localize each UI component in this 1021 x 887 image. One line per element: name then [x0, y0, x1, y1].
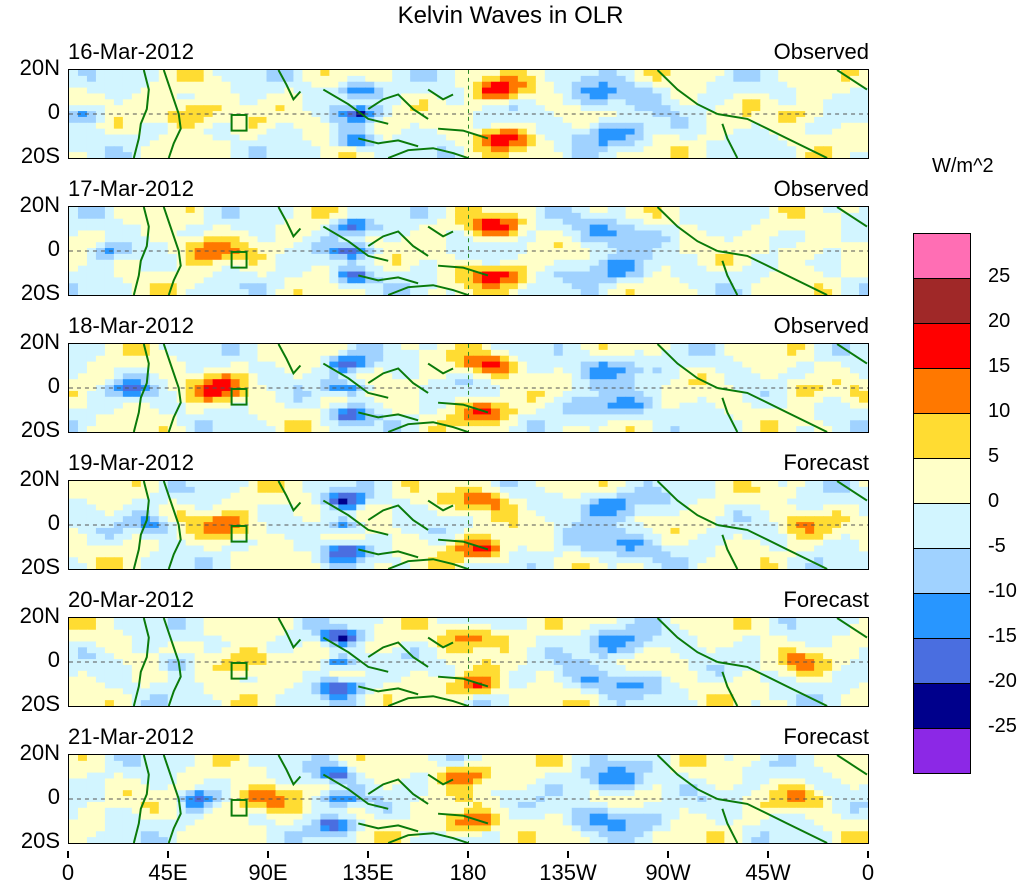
- latitude-label: 20N: [19, 466, 60, 491]
- latitude-label: 20S: [20, 691, 60, 716]
- latitude-label: 20N: [19, 740, 60, 765]
- colorbar: [913, 233, 971, 774]
- longitude-label: 135E: [342, 860, 394, 885]
- colorbar-swatch: [913, 503, 971, 549]
- panel-date: 19-Mar-2012: [68, 450, 194, 475]
- longitude-tick: [567, 851, 569, 858]
- colorbar-swatch: [913, 233, 971, 279]
- longitude-label: 135W: [539, 860, 597, 885]
- olr-map-panel: [68, 754, 869, 844]
- latitude-label: 20N: [19, 55, 60, 80]
- longitude-tick: [367, 851, 369, 858]
- longitude-tick: [767, 851, 769, 858]
- latitude-label: 0: [47, 373, 60, 398]
- colorbar-label: -20: [988, 670, 1017, 692]
- colorbar-swatch: [913, 548, 971, 594]
- longitude-tick: [867, 851, 869, 858]
- colorbar-swatch: [913, 368, 971, 414]
- latitude-label: 20S: [20, 417, 60, 442]
- latitude-label: 0: [47, 647, 60, 672]
- longitude-tick: [467, 851, 469, 858]
- panel-status: Forecast: [783, 724, 869, 749]
- colorbar-swatch: [913, 638, 971, 684]
- latitude-label: 20N: [19, 603, 60, 628]
- colorbar-units: W/m^2: [932, 155, 994, 177]
- colorbar-swatch: [913, 323, 971, 369]
- longitude-tick: [267, 851, 269, 858]
- panel-status: Forecast: [783, 587, 869, 612]
- longitude-label: 90W: [645, 860, 691, 885]
- colorbar-label: 25: [988, 265, 1011, 287]
- latitude-label: 0: [47, 784, 60, 809]
- panel-date: 17-Mar-2012: [68, 176, 194, 201]
- chart-title: Kelvin Waves in OLR: [397, 2, 624, 29]
- longitude-tick: [67, 851, 69, 858]
- colorbar-label: -15: [988, 625, 1017, 647]
- longitude-label: 90E: [248, 860, 288, 885]
- colorbar-swatch: [913, 683, 971, 729]
- colorbar-swatch: [913, 593, 971, 639]
- panel-date: 21-Mar-2012: [68, 724, 194, 749]
- longitude-tick: [667, 851, 669, 858]
- olr-map-panel: [68, 617, 869, 707]
- panel-date: 18-Mar-2012: [68, 313, 194, 338]
- longitude-label: 0: [61, 860, 75, 885]
- panel-status: Observed: [773, 176, 869, 201]
- longitude-tick: [167, 851, 169, 858]
- colorbar-swatch: [913, 728, 971, 774]
- latitude-label: 0: [47, 510, 60, 535]
- olr-map-panel: [68, 343, 869, 433]
- colorbar-label: 20: [988, 310, 1011, 332]
- longitude-label: 45W: [745, 860, 791, 885]
- colorbar-label: 5: [988, 445, 1000, 467]
- panel-status: Forecast: [783, 450, 869, 475]
- colorbar-label: 0: [988, 490, 1000, 512]
- latitude-label: 0: [47, 236, 60, 261]
- olr-map-panel: [68, 206, 869, 296]
- colorbar-swatch: [913, 278, 971, 324]
- latitude-label: 20S: [20, 280, 60, 305]
- latitude-label: 20S: [20, 143, 60, 168]
- colorbar-swatch: [913, 413, 971, 459]
- longitude-label: 180: [449, 860, 487, 885]
- colorbar-label: -25: [988, 715, 1017, 737]
- latitude-label: 0: [47, 99, 60, 124]
- colorbar-label: 10: [988, 400, 1011, 422]
- colorbar-label: 15: [988, 355, 1011, 377]
- latitude-label: 20S: [20, 554, 60, 579]
- latitude-label: 20N: [19, 329, 60, 354]
- colorbar-label: -5: [988, 535, 1006, 557]
- panel-date: 20-Mar-2012: [68, 587, 194, 612]
- panel-status: Observed: [773, 313, 869, 338]
- latitude-label: 20S: [20, 828, 60, 853]
- olr-map-panel: [68, 480, 869, 570]
- panel-date: 16-Mar-2012: [68, 39, 194, 64]
- colorbar-swatch: [913, 458, 971, 504]
- olr-map-panel: [68, 69, 869, 159]
- longitude-label: 0: [861, 860, 875, 885]
- colorbar-label: -10: [988, 580, 1017, 602]
- panel-status: Observed: [773, 39, 869, 64]
- longitude-label: 45E: [148, 860, 188, 885]
- latitude-label: 20N: [19, 192, 60, 217]
